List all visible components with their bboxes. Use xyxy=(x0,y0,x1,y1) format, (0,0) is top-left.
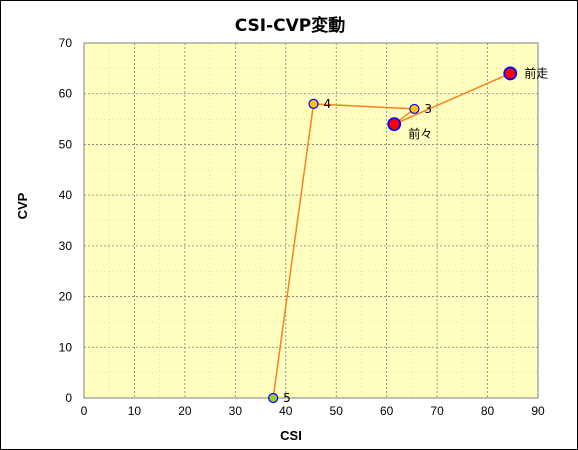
x-tick-label: 80 xyxy=(481,404,495,418)
y-tick-label: 0 xyxy=(65,391,72,405)
y-tick-label: 30 xyxy=(59,239,73,253)
y-tick-label: 50 xyxy=(59,137,73,151)
y-tick-label: 60 xyxy=(59,87,73,101)
x-tick-label: 20 xyxy=(178,404,192,418)
x-tick-label: 10 xyxy=(128,404,142,418)
x-tick-label: 50 xyxy=(330,404,344,418)
plot-border xyxy=(83,42,539,399)
data-point xyxy=(268,392,279,404)
x-tick-label: 0 xyxy=(81,404,88,418)
data-point xyxy=(308,98,319,109)
chart-title: CSI-CVP変動 xyxy=(234,16,346,36)
x-tick-label: 70 xyxy=(430,404,444,418)
data-point xyxy=(503,66,518,81)
point-label: 3 xyxy=(424,102,432,116)
point-label: 5 xyxy=(283,391,291,405)
y-tick-label: 40 xyxy=(59,188,73,202)
point-label: 前々 xyxy=(408,126,432,141)
data-point xyxy=(387,117,402,132)
x-axis-label: CSI xyxy=(280,428,302,443)
x-tick-label: 30 xyxy=(229,404,243,418)
x-tick-label: 90 xyxy=(531,404,545,418)
x-tick-label: 60 xyxy=(380,404,394,418)
y-tick-label: 10 xyxy=(59,340,73,354)
data-point xyxy=(409,103,420,115)
point-label: 4 xyxy=(324,97,332,111)
y-tick-label: 20 xyxy=(59,290,73,304)
point-label: 前走 xyxy=(524,65,548,80)
x-tick-label: 40 xyxy=(279,404,293,418)
y-tick-label: 70 xyxy=(59,36,73,50)
